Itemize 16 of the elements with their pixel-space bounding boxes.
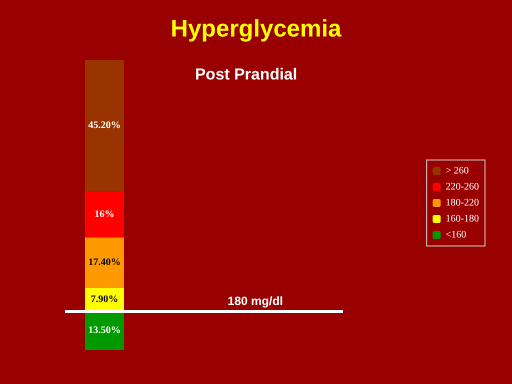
text: Post Prandial [195,66,298,84]
legend-label: 160-180 [446,214,480,224]
legend-label: > 260 [446,166,469,176]
data-label: 16% [94,208,114,220]
bar [85,237,124,288]
data-label: 13.50% [88,324,121,336]
bar [85,191,124,238]
legend-label: 180-220 [446,198,480,208]
legend-label: 220-260 [446,182,480,192]
data-label: 7.90% [90,294,118,305]
text: Hyperglycemia [170,16,342,42]
legend-label: <160 [446,230,466,240]
data-label: 45.20% [88,120,121,132]
bar [85,60,124,192]
ref-line-label: 180 mg/dl [228,294,283,308]
data-label: 17.40% [88,257,121,268]
